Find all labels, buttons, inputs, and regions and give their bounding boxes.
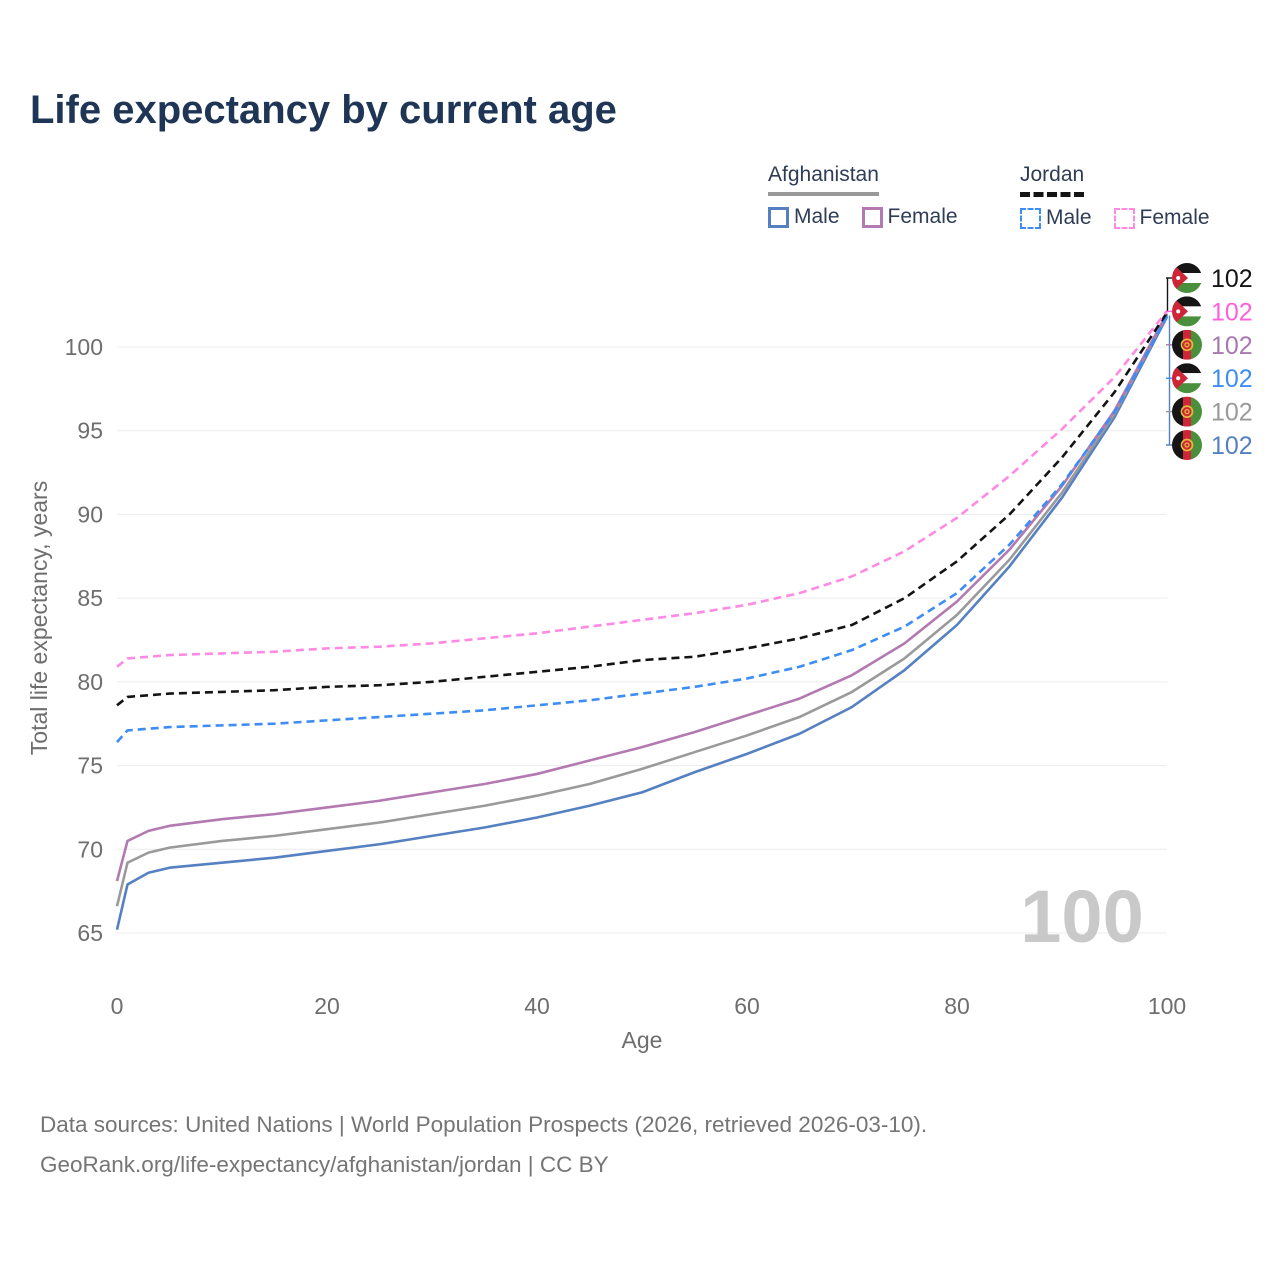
x-axis-label: Age [622, 1027, 663, 1053]
jordan-male-swatch [1020, 207, 1041, 229]
afghanistan-flag-icon [1172, 397, 1202, 427]
footer: Data sources: United Nations | World Pop… [40, 1105, 927, 1185]
attribution-text: GeoRank.org/life-expectancy/afghanistan/… [40, 1152, 609, 1177]
jordan-female-swatch [1113, 207, 1135, 229]
jordan-flag-icon [1172, 296, 1202, 326]
y-tick-80: 80 [77, 669, 103, 695]
page-title: Life expectancy by current age [30, 88, 617, 132]
legend-country-afghanistan[interactable]: Afghanistan [768, 163, 879, 196]
life-expectancy-line-chart: 65 70 75 80 85 90 95 100 0 20 40 60 80 100 Age Total li… [26, 0, 1253, 1053]
chart-line-afghanistan-both [115, 313, 1169, 907]
y-tick-70: 70 [77, 836, 103, 862]
data-sources-text: Data sources: United Nations | World Pop… [40, 1112, 928, 1137]
end-value-afghanistan-female: 102 [1211, 332, 1253, 360]
y-tick-65: 65 [77, 920, 103, 946]
legend-label-female: Female [1139, 206, 1210, 229]
legend-group-jordan: Jordan Male Female [1020, 163, 1232, 230]
chart-line-afghanistan-female [115, 312, 1169, 882]
afghanistan-flag-icon [1172, 330, 1202, 360]
end-value-afghanistan-both: 102 [1211, 399, 1253, 427]
end-value-jordan-male: 102 [1211, 365, 1253, 393]
chart-line-jordan-both [116, 311, 1169, 707]
age-counter-watermark: 100 [1020, 875, 1143, 958]
jordan-flag-icon [1172, 263, 1202, 293]
legend-item-afghanistan-female[interactable]: Female [861, 205, 958, 229]
legend-label-male: Male [1046, 206, 1092, 229]
afghanistan-male-swatch [768, 206, 789, 228]
x-tick-60: 60 [734, 993, 760, 1019]
gridlines [117, 346, 1167, 934]
y-tick-85: 85 [77, 585, 103, 611]
axes: 65 70 75 80 85 90 95 100 0 20 40 60 80 100 Age Total li… [26, 334, 1186, 1053]
chart-line-jordan-female [116, 310, 1169, 668]
jordan-flag-icon [1172, 363, 1202, 393]
end-value-labels: 102 102 102 102 102 102 [1166, 263, 1253, 460]
legend-item-afghanistan-male[interactable]: Male [768, 205, 840, 229]
end-value-afghanistan-male: 102 [1211, 432, 1253, 460]
y-tick-95: 95 [77, 418, 103, 444]
afghanistan-flag-icon [1172, 430, 1202, 460]
end-value-jordan-female: 102 [1211, 298, 1253, 326]
y-tick-75: 75 [77, 753, 103, 779]
legend-label-male: Male [794, 205, 840, 228]
y-tick-100: 100 [65, 334, 103, 360]
y-tick-90: 90 [77, 501, 103, 527]
legend-item-jordan-male[interactable]: Male [1020, 206, 1092, 230]
chart-line-jordan-male [116, 315, 1169, 743]
series-lines [115, 310, 1169, 930]
x-tick-0: 0 [111, 993, 124, 1019]
legend-item-jordan-female[interactable]: Female [1113, 206, 1210, 230]
afghanistan-female-swatch [861, 206, 883, 228]
legend-label-female: Female [887, 205, 958, 228]
x-tick-40: 40 [524, 993, 550, 1019]
x-tick-100: 100 [1148, 993, 1186, 1019]
x-tick-20: 20 [314, 993, 340, 1019]
y-axis-label: Total life expectancy, years [26, 481, 52, 755]
end-value-jordan-both: 102 [1211, 265, 1253, 293]
watermark-age: 100 [1020, 875, 1143, 958]
legend-group-afghanistan: Afghanistan Male Female [768, 163, 980, 229]
x-tick-80: 80 [944, 993, 970, 1019]
chart-line-afghanistan-male [115, 316, 1169, 930]
legend-country-jordan[interactable]: Jordan [1020, 163, 1085, 197]
